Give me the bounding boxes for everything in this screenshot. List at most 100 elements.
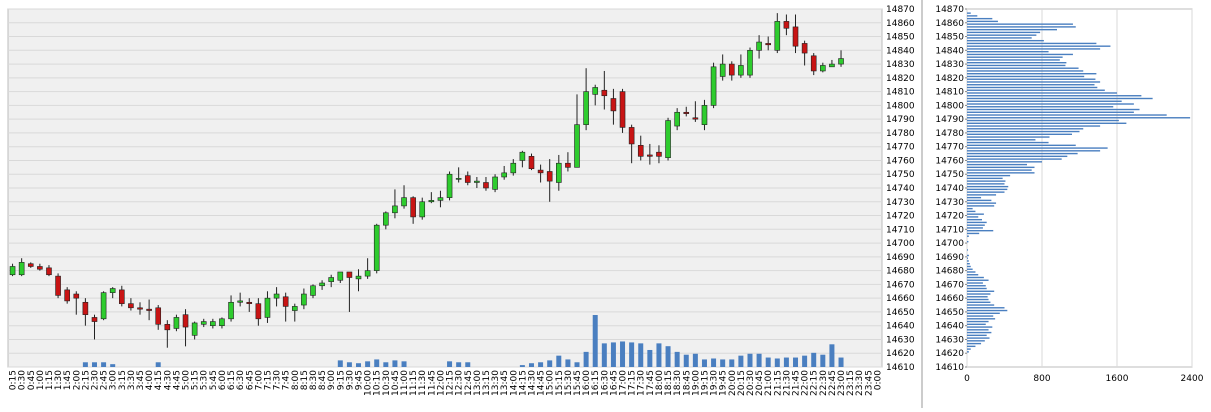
candle-body <box>373 224 380 271</box>
profile-bar <box>967 158 1062 160</box>
profile-bar <box>967 106 1114 108</box>
x-tick-label: 15:15 <box>555 370 565 396</box>
profile-bar <box>967 224 985 226</box>
profile-bar <box>967 100 1122 102</box>
candle-body <box>301 293 307 306</box>
profile-bar <box>967 86 1098 89</box>
profile-bar <box>967 136 1050 138</box>
candle-body <box>428 200 435 203</box>
y-tick-label: 14650 <box>886 308 915 318</box>
x-tick-label: 16:30 <box>600 370 610 396</box>
y-tick-label: 14620 <box>886 349 915 359</box>
candle-body <box>647 154 653 157</box>
x-tick-label: 6:15 <box>227 370 237 390</box>
profile-bar <box>967 188 1008 191</box>
candle-body <box>610 98 617 112</box>
profile-bar <box>967 78 1096 80</box>
x-tick-label: 2:30 <box>90 370 100 390</box>
profile-bar <box>967 42 1097 45</box>
profile-bar <box>967 28 1057 31</box>
candle-body <box>73 293 80 299</box>
profile-bar <box>967 119 1119 122</box>
profile-bar <box>967 64 1066 67</box>
x-tick-label: 13:45 <box>500 370 510 396</box>
x-tick-label: 2:15 <box>81 370 91 390</box>
volume-bar <box>556 355 562 367</box>
x-tick-label: 9:00 <box>327 370 337 390</box>
volume-bar <box>811 352 817 367</box>
candle-body <box>565 162 571 168</box>
volume-bar <box>447 361 453 367</box>
volume-bar <box>392 360 398 367</box>
candle-body <box>246 301 253 304</box>
profile-bar <box>967 318 996 320</box>
y-tick-label: 14800 <box>886 101 915 111</box>
candle-body <box>146 308 152 311</box>
x-tick-label: 8:30 <box>309 370 319 390</box>
profile-bar <box>967 141 1049 144</box>
y-tick-label: 14770 <box>886 143 915 153</box>
candle-body <box>792 26 799 47</box>
x-tick-label: 4:45 <box>172 370 182 390</box>
x-tick-label: 7:15 <box>263 370 273 390</box>
candle-body <box>783 21 790 29</box>
volume-bar <box>337 360 343 367</box>
profile-y-tick-label: 14680 <box>935 267 964 277</box>
profile-bar <box>967 265 971 268</box>
x-tick-label: 7:30 <box>273 370 283 390</box>
candle-body <box>637 145 644 157</box>
y-tick-label: 14680 <box>886 267 915 277</box>
profile-y-tick-label: 14840 <box>935 46 964 56</box>
profile-bar <box>967 117 1191 119</box>
x-tick-label: 6:00 <box>218 370 228 390</box>
x-tick-label: 11:00 <box>400 370 410 396</box>
x-tick-label: 14:45 <box>537 370 547 396</box>
x-tick-label: 9:45 <box>355 370 365 390</box>
x-tick-label: 5:30 <box>200 370 210 390</box>
profile-bar <box>967 62 1067 64</box>
volume-bar <box>456 362 462 367</box>
volume-bar <box>629 342 635 367</box>
candle-body <box>419 201 426 218</box>
profile-bar <box>967 337 990 339</box>
profile-bar <box>967 210 976 213</box>
profile-bar <box>967 45 1111 47</box>
x-tick-label: 20:30 <box>746 370 756 396</box>
candle-body <box>692 117 699 120</box>
candle-body <box>810 55 817 72</box>
x-tick-label: 13:15 <box>482 370 492 396</box>
candle-body <box>228 301 234 320</box>
x-tick-label: 19:30 <box>710 370 720 396</box>
profile-bar <box>967 348 971 350</box>
x-tick-label: 0:15 <box>9 370 19 390</box>
volume-bar <box>610 342 616 367</box>
y-tick-label: 14750 <box>886 170 915 180</box>
x-tick-label: 1:45 <box>63 370 73 390</box>
profile-x-tick-label: 800 <box>1033 374 1050 384</box>
x-tick-label: 17:30 <box>637 370 647 396</box>
y-tick-label: 14630 <box>886 335 915 345</box>
profile-bar <box>967 144 1076 147</box>
y-tick-label: 14810 <box>886 88 915 98</box>
volume-bar <box>346 362 352 367</box>
volume-bar <box>538 362 544 367</box>
profile-y-tick-label: 14870 <box>935 5 964 15</box>
candle-body <box>537 169 544 174</box>
x-tick-label: 0:00 <box>873 370 883 390</box>
candle-body <box>182 314 189 328</box>
profile-bar <box>967 315 994 317</box>
candle-body <box>264 297 271 318</box>
profile-y-tick-label: 14610 <box>935 363 964 373</box>
volume-bar <box>701 359 707 367</box>
x-tick-label: 10:45 <box>391 370 401 396</box>
profile-y-tick-label: 14750 <box>935 170 964 180</box>
x-tick-label: 23:00 <box>837 370 847 396</box>
x-tick-label: 14:30 <box>527 370 537 396</box>
candle-body <box>410 197 416 218</box>
volume-bar <box>720 359 726 367</box>
candle-body <box>9 266 16 276</box>
volume-bar <box>592 315 598 367</box>
profile-bar <box>967 150 1101 152</box>
profile-bar <box>967 147 1108 149</box>
x-tick-label: 11:15 <box>409 370 419 396</box>
